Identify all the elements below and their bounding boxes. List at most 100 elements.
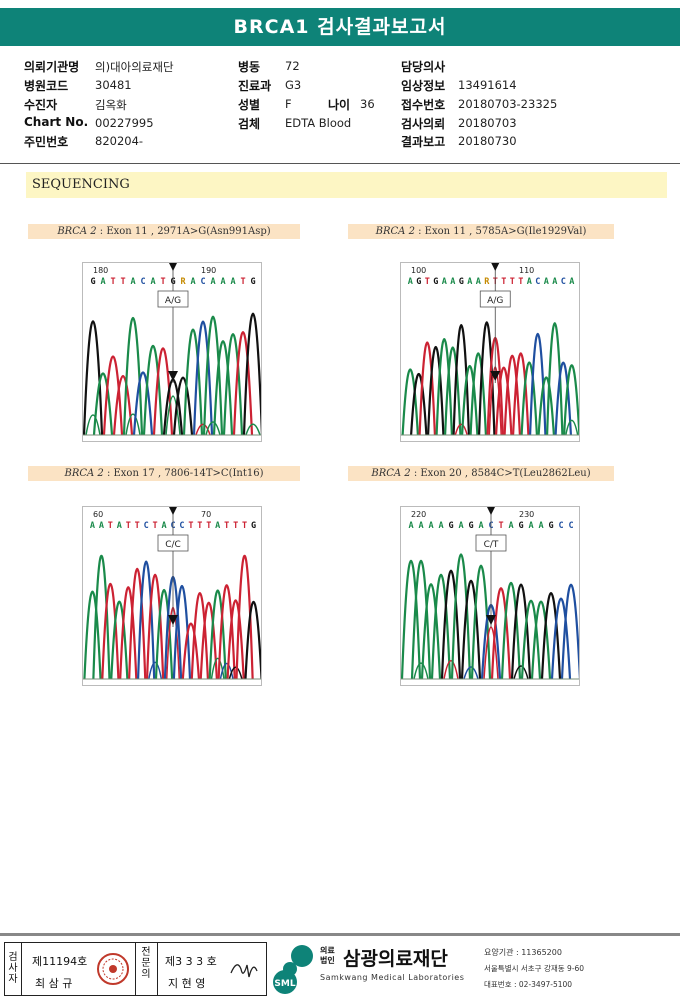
lab-phone: 대표번호 : 02-3497-5100	[484, 980, 573, 989]
trace-peak	[469, 352, 487, 436]
base-call: A	[458, 521, 463, 531]
lab-address: 서울특별시 서초구 강재동 9-60	[484, 964, 585, 973]
trace-peak	[554, 361, 572, 436]
base-call: T	[126, 521, 131, 531]
patient-label: 수진자	[24, 98, 58, 112]
trace-peak	[244, 601, 261, 680]
specimen-value: EDTA Blood	[285, 116, 352, 130]
variant-detail: : Exon 11 , 2971A>G(Asn991Asp)	[96, 226, 271, 237]
trace-peak	[440, 569, 462, 680]
base-call: R	[484, 277, 490, 287]
base-call: C	[144, 521, 149, 531]
base-call: T	[501, 277, 506, 287]
trace-peak	[418, 341, 436, 436]
sex-label: 성별	[238, 98, 261, 112]
signature-box: 검사자 제11194호 최 삼 규 전문의 제3 3 3 호 지 현 영	[4, 942, 267, 996]
chromatogram-svg: 220230AAAAGAGACTAGAAGCCC/T	[401, 507, 579, 680]
base-call: C	[568, 521, 573, 531]
base-call: A	[220, 277, 225, 287]
trace-peak	[452, 324, 470, 436]
base-call: C	[140, 277, 145, 287]
down-arrow-icon	[168, 615, 178, 625]
base-call: A	[476, 277, 481, 287]
institution-code: 요양기관 : 11365200	[484, 948, 562, 957]
request-date-label: 검사의뢰	[401, 117, 446, 131]
clinical-info-label: 임상정보	[401, 79, 446, 93]
trace-peak	[181, 622, 201, 680]
base-call: C	[558, 521, 563, 531]
footer-divider	[0, 933, 680, 936]
resident-no-value: 820204-	[95, 134, 144, 148]
trace-peak	[430, 573, 452, 680]
variant-gene: BRCA 2	[57, 226, 97, 237]
trace-peak-secondary	[148, 661, 163, 680]
base-call: A	[428, 521, 433, 531]
base-call: G	[251, 521, 256, 531]
lab-type-label: 의료법인	[320, 946, 335, 965]
down-arrow-icon	[169, 507, 177, 515]
sequencing-section-title: SEQUENCING	[26, 172, 667, 198]
trace-peak	[495, 366, 513, 436]
base-call: T	[242, 521, 247, 531]
trace-peak	[132, 371, 154, 436]
base-call: G	[433, 277, 438, 287]
official-seal	[97, 953, 129, 985]
base-call: G	[90, 277, 95, 287]
base-call: T	[197, 521, 202, 531]
base-call: A	[210, 277, 215, 287]
base-call: A	[408, 277, 413, 287]
trace-peak	[427, 345, 445, 436]
position-label-left: 180	[93, 266, 108, 275]
trace-peak	[222, 333, 244, 436]
base-call: A	[215, 521, 220, 531]
trace-peak	[102, 355, 124, 436]
variant-detail: : Exon 11 , 5785A>G(Ile1929Val)	[414, 226, 587, 237]
base-call: A	[527, 277, 532, 287]
hospital-code-label: 병원코드	[24, 79, 69, 93]
trace-peak	[208, 589, 227, 680]
variant-gene: BRCA 2	[375, 226, 415, 237]
trace-peak	[560, 583, 579, 680]
base-call: G	[548, 521, 553, 531]
base-call: A	[150, 277, 155, 287]
trace-peak	[142, 344, 164, 436]
base-call: G	[250, 277, 255, 287]
base-call: T	[224, 521, 229, 531]
base-call: A	[552, 277, 557, 287]
base-call: A	[100, 277, 105, 287]
trace-peak	[503, 354, 521, 436]
variant-detail: : Exon 20 , 8584C>T(Leu2862Leu)	[410, 468, 591, 479]
base-call: A	[130, 277, 135, 287]
chromatogram-2: 100110AGTGAAGAARTTTTACAACAA/G	[400, 262, 580, 442]
genotype-label: A/G	[487, 296, 503, 306]
base-call: A	[161, 521, 166, 531]
trace-peak	[172, 584, 192, 680]
base-call: A	[478, 521, 483, 531]
trace-peak	[92, 372, 114, 436]
genotype-label: A/G	[165, 296, 181, 306]
trace-peak-secondary	[483, 626, 499, 680]
base-call: A	[569, 277, 574, 287]
report-title: BRCA1 검사결과보고서	[0, 8, 680, 46]
clinical-info-value: 13491614	[458, 78, 517, 92]
chart-no-label: Chart No.	[24, 115, 89, 129]
trace-peak	[550, 597, 572, 680]
genotype-box	[157, 534, 189, 552]
sex-value: F	[285, 97, 292, 111]
department-value: G3	[285, 78, 302, 92]
base-call: A	[438, 521, 443, 531]
down-arrow-icon	[487, 507, 495, 515]
trace-peak-secondary	[125, 413, 141, 436]
chromatogram-svg: 180190GATTACATGRACAAATGA/G	[83, 263, 261, 436]
base-call: G	[448, 521, 453, 531]
base-call: T	[425, 277, 430, 287]
trace-peak	[420, 583, 442, 680]
base-call: T	[510, 277, 515, 287]
examiner-label: 검사자	[8, 952, 18, 985]
trace-peak	[112, 375, 134, 436]
ward-label: 병동	[238, 60, 261, 74]
base-call: T	[498, 521, 503, 531]
variant-gene: BRCA 2	[371, 468, 411, 479]
variant-label-4: BRCA 2 : Exon 20 , 8584C>T(Leu2862Leu)	[348, 466, 614, 481]
trace-peak-secondary	[443, 660, 459, 680]
